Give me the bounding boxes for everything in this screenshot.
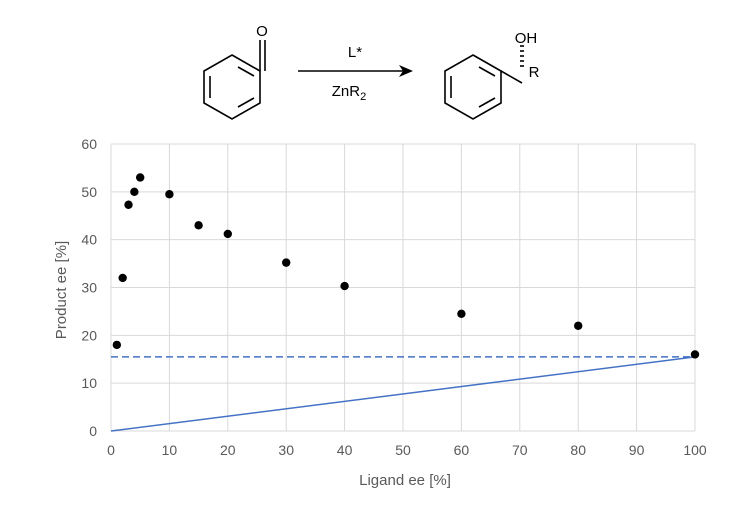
y-axis-tick-labels: 0 10 20 30 40 50 60 [81, 136, 97, 439]
chart-gridlines [110, 143, 696, 432]
x-tick-label: 80 [570, 442, 586, 458]
data-point [340, 281, 349, 291]
x-axis-tick-labels: 0 10 20 30 40 50 60 70 80 90 100 [107, 442, 707, 458]
data-point [223, 229, 232, 239]
data-point [457, 309, 466, 319]
carbonyl-oxygen-label: O [256, 23, 268, 40]
data-points [112, 173, 700, 359]
data-point [130, 187, 139, 197]
y-tick-label: 10 [81, 375, 97, 391]
y-tick-label: 50 [81, 184, 97, 200]
x-tick-label: 50 [395, 442, 411, 458]
x-tick-label: 30 [278, 442, 294, 458]
data-point [124, 200, 133, 209]
data-point [112, 340, 122, 350]
reagent-ligand-label: L* [348, 44, 362, 61]
data-point [118, 273, 127, 283]
data-point [574, 321, 583, 330]
product-alcohol-structure [444, 54, 523, 120]
y-tick-label: 40 [81, 232, 97, 248]
reagent-zinc-label: ZnR2 [332, 83, 366, 103]
x-tick-label: 20 [220, 442, 236, 458]
x-tick-label: 0 [107, 442, 115, 458]
x-tick-label: 40 [337, 442, 353, 458]
substituent-r-label: R [529, 64, 540, 81]
x-tick-label: 60 [454, 442, 470, 458]
x-tick-label: 100 [683, 442, 707, 458]
reagent-zinc-subscript: 2 [360, 91, 366, 103]
reaction-scheme: O L* ZnR2 OH R [203, 23, 540, 120]
y-tick-label: 0 [89, 423, 97, 439]
reference-lines [110, 356, 696, 432]
x-axis-title: Ligand ee [%] [359, 472, 451, 489]
data-point [165, 190, 174, 199]
x-tick-label: 70 [512, 442, 528, 458]
reaction-arrow [298, 65, 413, 77]
y-tick-label: 60 [81, 136, 97, 152]
y-axis-title: Product ee [%] [53, 241, 70, 339]
reagent-zinc-main: ZnR [332, 83, 361, 100]
x-tick-label: 10 [162, 442, 178, 458]
scatter-chart: 0 10 20 30 40 50 60 70 80 90 100 0 10 20 30 40 50 60 Lig… [53, 136, 707, 489]
data-point [194, 221, 203, 230]
data-point [690, 350, 700, 359]
linear-reference-line [110, 356, 696, 432]
y-tick-label: 20 [81, 327, 97, 343]
benzaldehyde-structure [203, 40, 266, 120]
hashed-wedge-bond [520, 45, 524, 67]
data-point [136, 173, 145, 182]
hydroxyl-label: OH [515, 30, 538, 47]
y-tick-label: 30 [81, 280, 97, 296]
x-tick-label: 90 [629, 442, 645, 458]
data-point [282, 258, 291, 267]
